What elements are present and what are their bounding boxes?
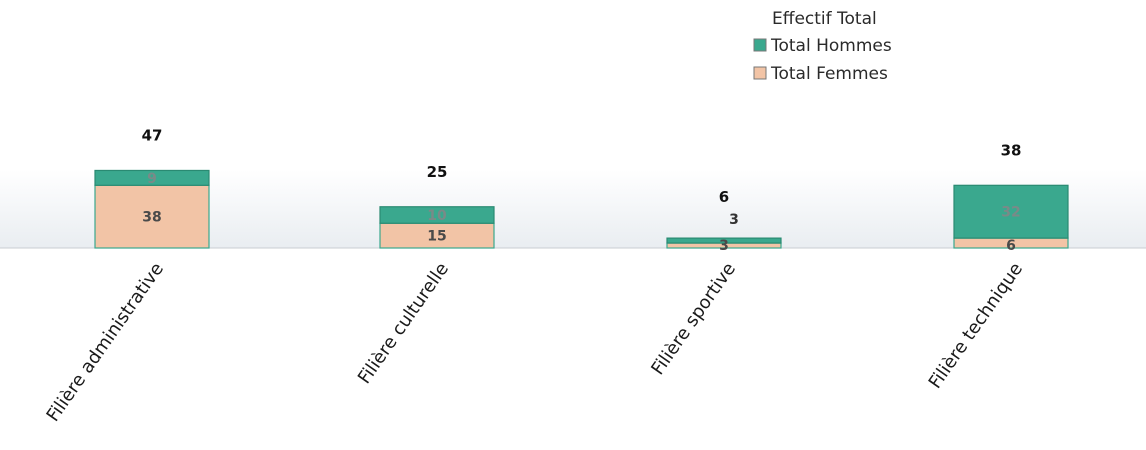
category-label: Filière technique [925, 259, 1027, 393]
bar-hommes [953, 184, 1069, 239]
category-label: Filière administrative [42, 259, 168, 426]
total-label: 25 [427, 163, 448, 181]
total-label: 38 [1001, 141, 1022, 159]
data-label-femmes: 6 [1006, 238, 1016, 254]
legend: Effectif Total Total Hommes Total Femmes [753, 9, 892, 84]
bar-femmes [379, 222, 495, 249]
legend-swatch-femmes [753, 66, 767, 80]
data-label-hommes: 32 [1001, 205, 1020, 221]
category-label: Filière sportive [647, 259, 740, 379]
data-label-hommes: 9 [147, 171, 157, 187]
category-labels: Filière administrative Filière culturelle… [42, 259, 1027, 426]
data-label-femmes: 15 [427, 229, 446, 245]
category-label: Filière culturelle [354, 259, 453, 388]
data-label-femmes: 38 [142, 210, 161, 226]
legend-label-hommes: Total Hommes [770, 36, 892, 56]
total-label: 47 [142, 126, 163, 144]
bar-hommes [379, 206, 495, 224]
bar-femmes [94, 184, 210, 249]
data-label-hommes: 10 [427, 208, 447, 224]
legend-title: Effectif Total [772, 9, 877, 29]
data-label-hommes: 3 [729, 212, 739, 228]
total-label: 6 [719, 188, 729, 206]
legend-label-femmes: Total Femmes [770, 64, 888, 84]
bar-hommes [94, 169, 210, 186]
bar-hommes [666, 237, 782, 244]
legend-swatch-hommes [753, 38, 767, 52]
data-label-femmes: 3 [719, 238, 729, 254]
